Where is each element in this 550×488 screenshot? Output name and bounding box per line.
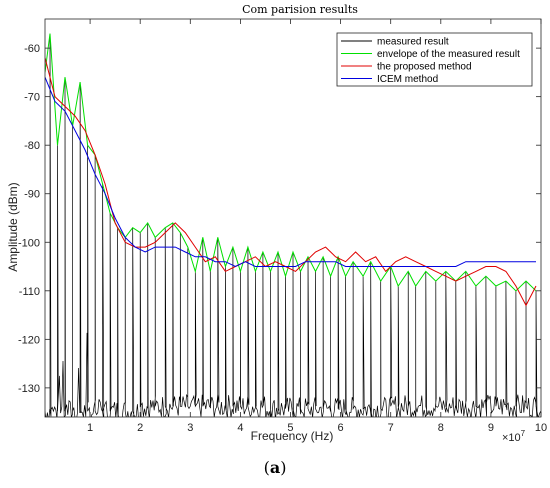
y-tick-label: -60 bbox=[24, 43, 40, 55]
y-tick-label: -130 bbox=[18, 383, 40, 395]
x-tick-label: 3 bbox=[187, 422, 193, 434]
x-tick-label: 1 bbox=[87, 422, 93, 434]
axes-box bbox=[44, 18, 542, 418]
legend-entry: the proposed method bbox=[377, 62, 472, 73]
caption-open: ( bbox=[263, 458, 270, 477]
legend-entry: measured result bbox=[377, 37, 449, 48]
x-exponent-label: ×107 bbox=[502, 429, 526, 444]
legend-entry: ICEM method bbox=[377, 74, 438, 85]
x-axis-label: Frequency (Hz) bbox=[251, 429, 334, 443]
series-icem-method bbox=[45, 77, 536, 268]
x-tick-label: 9 bbox=[488, 422, 494, 434]
x-tick-label: 6 bbox=[338, 422, 344, 434]
plot-area bbox=[44, 18, 542, 418]
y-tick-label: -80 bbox=[24, 140, 40, 152]
y-tick-label: -100 bbox=[18, 237, 40, 249]
legend-box bbox=[336, 32, 533, 87]
series-measured-result bbox=[45, 33, 541, 417]
chart-title: Com parision results bbox=[242, 3, 358, 16]
series-proposed-method bbox=[45, 57, 537, 307]
x-tick-label: 10 bbox=[535, 422, 547, 434]
x-tick-label: 5 bbox=[287, 422, 293, 434]
axis-ticks: 1 2 3 4 5 6 7 8 9 10 -130 -120 -110 -100 -90 -80 -70 -60 bbox=[18, 19, 547, 434]
y-tick-label: -110 bbox=[19, 286, 40, 298]
caption-close: ) bbox=[280, 458, 287, 477]
y-tick-label: -70 bbox=[24, 92, 40, 104]
caption-letter: a bbox=[269, 458, 281, 477]
figure-caption: (a) bbox=[0, 458, 550, 477]
legend-entry: envelope of the measured result bbox=[377, 49, 520, 60]
y-tick-label: -90 bbox=[24, 189, 40, 201]
x-tick-label: 7 bbox=[388, 422, 394, 434]
y-tick-label: -120 bbox=[18, 334, 40, 346]
x-tick-label: 4 bbox=[237, 422, 243, 434]
y-axis-label: Amplitude (dBm) bbox=[6, 182, 20, 271]
x-tick-label: 8 bbox=[438, 422, 444, 434]
x-tick-label: 2 bbox=[137, 422, 143, 434]
